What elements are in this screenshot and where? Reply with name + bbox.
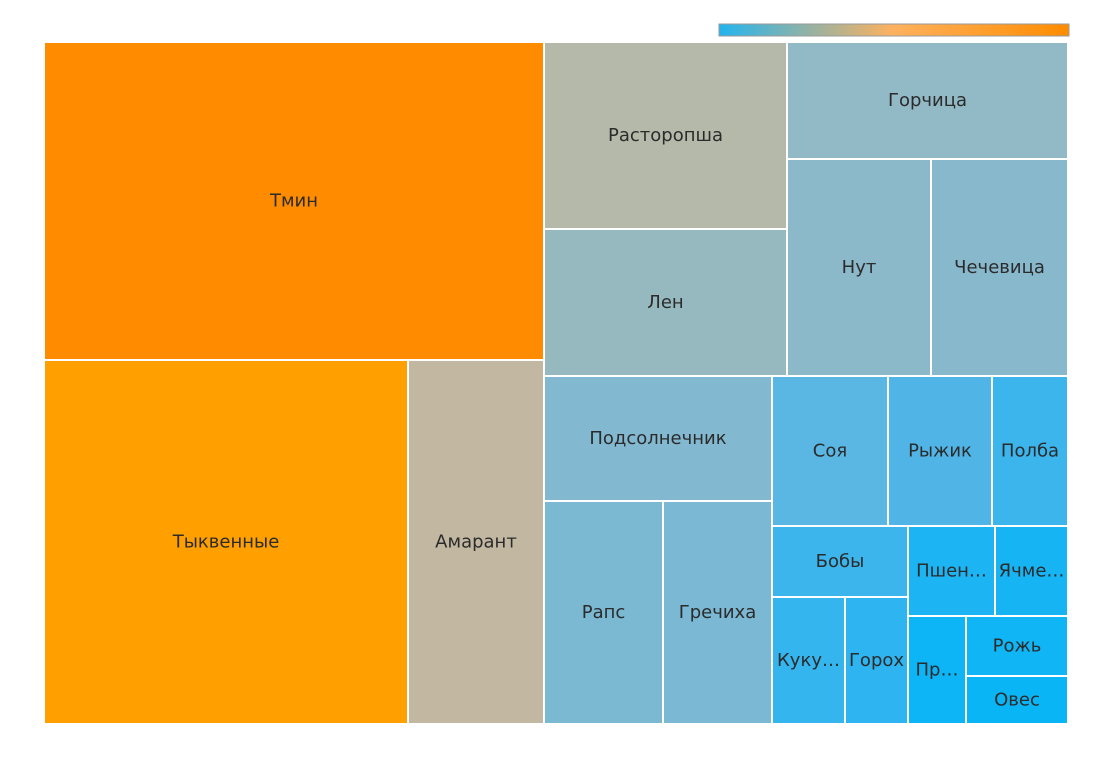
tile-5[interactable] — [786, 41, 1069, 160]
tile-4-label: Лен — [647, 292, 683, 313]
tile-6-label: Нут — [842, 257, 877, 278]
tile-3[interactable] — [543, 41, 788, 230]
tile-8-label: Подсолнечник — [589, 428, 726, 449]
tile-2-label: Амарант — [435, 532, 517, 553]
tile-18[interactable] — [994, 525, 1069, 617]
tile-0[interactable] — [43, 41, 545, 361]
tile-7-label: Чечевица — [954, 257, 1045, 278]
tile-12-label: Рыжик — [908, 441, 972, 462]
tile-17-label: Пшен… — [916, 561, 987, 582]
tile-5-label: Горчица — [888, 90, 967, 111]
color-scale-bar — [718, 23, 1070, 37]
tile-7[interactable] — [930, 158, 1069, 377]
tile-4[interactable] — [543, 228, 788, 377]
tile-19[interactable] — [907, 615, 967, 725]
tile-21-label: Овес — [994, 690, 1040, 711]
tile-21[interactable] — [965, 675, 1069, 725]
tile-20-label: Рожь — [993, 636, 1042, 657]
tile-11-label: Соя — [813, 441, 847, 462]
tile-3-label: Расторопша — [608, 125, 723, 146]
tile-17[interactable] — [907, 525, 996, 617]
tile-14-label: Бобы — [816, 551, 865, 572]
tile-13[interactable] — [991, 375, 1069, 527]
tile-11[interactable] — [771, 375, 889, 527]
tile-20[interactable] — [965, 615, 1069, 677]
tile-15-label: Куку… — [777, 650, 840, 671]
tile-1-label: Тыквенные — [172, 532, 280, 553]
tile-10-label: Гречиха — [679, 602, 757, 623]
tile-9-label: Рапс — [582, 602, 626, 623]
tile-9[interactable] — [543, 500, 664, 725]
tile-19-label: Пр… — [916, 660, 959, 681]
tile-16-label: Горох — [849, 650, 904, 671]
tile-1[interactable] — [43, 359, 409, 725]
tile-2[interactable] — [407, 359, 545, 725]
tile-18-label: Ячме… — [999, 561, 1065, 582]
treemap-tiles: Тмин Тыквенные Амарант Расторопша Лен Горчица… — [43, 41, 1069, 725]
tile-15[interactable] — [771, 596, 846, 725]
tile-0-label: Тмин — [269, 191, 318, 212]
tile-13-label: Полба — [1001, 441, 1059, 462]
tile-16[interactable] — [844, 596, 909, 725]
